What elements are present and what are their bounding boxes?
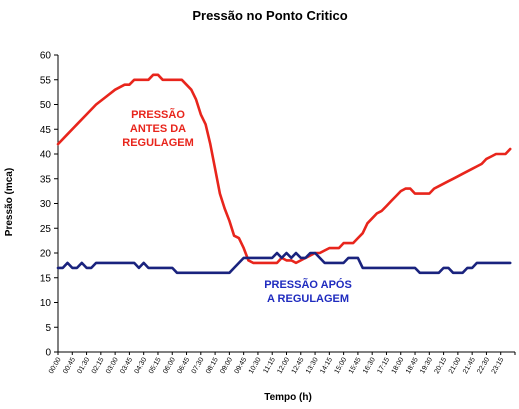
x-tick-label: 21:00 — [448, 356, 463, 375]
x-tick-label: 12:00 — [276, 356, 291, 375]
x-tick-label: 00:45 — [62, 356, 77, 375]
x-axis-title: Tempo (h) — [264, 392, 312, 403]
x-tick-label: 06:00 — [162, 356, 177, 375]
x-tick-label: 13:30 — [305, 356, 320, 375]
x-tick-label: 03:45 — [119, 356, 134, 375]
y-tick-label: 25 — [40, 224, 52, 235]
y-axis: 0 5 10 15 20 25 30 35 40 45 50 55 60 — [40, 51, 59, 359]
x-tick-label: 19:30 — [419, 356, 434, 375]
x-tick-label: 20:15 — [433, 356, 448, 375]
series-group — [56, 73, 512, 275]
y-tick-label: 20 — [40, 249, 52, 260]
x-tick-label: 22:30 — [476, 356, 491, 375]
y-tick-label: 35 — [40, 174, 52, 185]
x-tick-label: 02:15 — [91, 356, 106, 375]
x-tick-label: 17:15 — [376, 356, 391, 375]
x-tick-label: 14:15 — [319, 356, 334, 375]
x-tick-label: 09:00 — [219, 356, 234, 375]
x-tick-label: 01:30 — [76, 356, 91, 375]
series-line-before-regulation — [56, 73, 512, 265]
x-tick-label: 15:00 — [334, 356, 349, 375]
y-tick-label: 60 — [40, 51, 52, 62]
x-tick-label: 03:00 — [105, 356, 120, 375]
y-tick-label: 0 — [45, 348, 51, 359]
x-tick-label: 04:30 — [134, 356, 149, 375]
annotation-before-regulation: PRESSÃO — [131, 108, 185, 121]
x-tick-label: 00:00 — [48, 356, 63, 375]
x-tick-label: 10:30 — [248, 356, 263, 375]
y-tick-label: 45 — [40, 125, 52, 136]
annotation-after-regulation: A REGULAGEM — [267, 293, 349, 305]
x-tick-label: 15:45 — [348, 356, 363, 375]
y-tick-label: 40 — [40, 150, 52, 161]
x-tick-label: 12:45 — [291, 356, 306, 375]
x-tick-label: 07:30 — [191, 356, 206, 375]
x-tick-label: 23:15 — [491, 356, 506, 375]
y-tick-label: 15 — [40, 273, 52, 284]
y-tick-label: 10 — [40, 298, 52, 309]
x-tick-label: 21:45 — [462, 356, 477, 375]
chart-title: Pressão no Ponto Critico — [192, 8, 347, 23]
x-tick-label: 06:45 — [176, 356, 191, 375]
y-tick-label: 50 — [40, 100, 52, 111]
x-tick-label: 09:45 — [234, 356, 249, 375]
x-tick-label: 11:15 — [262, 356, 277, 374]
x-tick-label: 05:15 — [148, 356, 163, 375]
annotation-before-regulation: ANTES DA — [130, 123, 186, 135]
annotation-before-regulation: REGULAGEM — [122, 137, 194, 149]
y-axis-title: Pressão (mca) — [4, 168, 15, 236]
x-axis: 00:00 00:45 01:30 02:15 03:00 03:45 04:30 05:15… — [48, 351, 516, 375]
x-tick-label: 08:15 — [205, 356, 220, 375]
y-tick-label: 5 — [45, 323, 51, 334]
x-tick-label: 16:30 — [362, 356, 377, 375]
annotations: PRESSÃO ANTES DA REGULAGEM PRESSÃO APÓS A RE… — [122, 108, 352, 305]
y-tick-label: 55 — [40, 75, 52, 86]
x-tick-label: 18:00 — [391, 356, 406, 375]
series-line-after-regulation — [56, 251, 512, 275]
x-tick-label: 18:45 — [405, 356, 420, 375]
y-tick-label: 30 — [40, 199, 52, 210]
annotation-after-regulation: PRESSÃO APÓS — [264, 278, 352, 291]
